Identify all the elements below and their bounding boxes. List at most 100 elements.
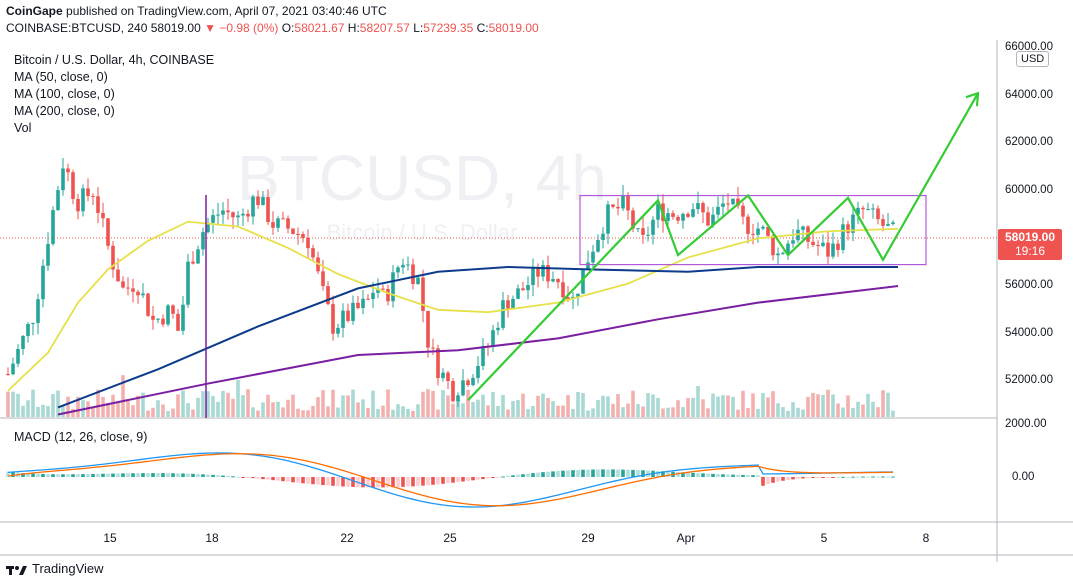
- time-tick-label: 8: [922, 531, 930, 545]
- volume-bar: [241, 395, 245, 417]
- candle-body: [36, 299, 40, 324]
- ma200-legend[interactable]: MA (200, close, 0): [14, 104, 115, 118]
- candle-body: [891, 222, 895, 225]
- candle-body: [881, 219, 885, 226]
- candle-body: [426, 310, 430, 348]
- volume-bar: [341, 395, 345, 417]
- symbol-watermark-sub: Bitcoin / U.S. Dollar: [327, 220, 518, 245]
- candle-body: [736, 198, 740, 206]
- candle-body: [376, 288, 380, 293]
- volume-bar: [746, 408, 750, 417]
- macd-bar: [336, 477, 340, 487]
- volume-bar: [781, 407, 785, 417]
- candle-body: [166, 305, 170, 325]
- currency-badge[interactable]: USD: [1016, 51, 1050, 67]
- volume-legend[interactable]: Vol: [14, 121, 32, 135]
- candle-body: [101, 212, 105, 219]
- volume-bar: [366, 407, 370, 417]
- candle-body: [841, 224, 845, 250]
- candle-body: [21, 335, 25, 349]
- volume-bar: [586, 410, 590, 417]
- ma50-legend[interactable]: MA (50, close, 0): [14, 70, 108, 84]
- macd-bar: [781, 477, 785, 481]
- volume-bar: [206, 391, 210, 417]
- arrowhead: [965, 91, 980, 107]
- macd-legend[interactable]: MACD (12, 26, close, 9): [14, 430, 148, 444]
- tradingview-logo[interactable]: TradingView: [6, 561, 104, 576]
- macd-bar: [601, 469, 605, 477]
- volume-bar: [66, 396, 70, 417]
- macd-bar: [406, 477, 410, 487]
- volume-bar: [171, 408, 175, 417]
- candle-body: [311, 248, 315, 258]
- volume-bar: [726, 395, 730, 417]
- volume-bar: [191, 409, 195, 417]
- macd-bar: [271, 477, 275, 481]
- volume-bar: [621, 407, 625, 417]
- macd-bar: [101, 473, 105, 477]
- volume-bar: [106, 403, 110, 417]
- volume-bar: [841, 407, 845, 417]
- macd-bar: [791, 477, 795, 480]
- volume-bar: [41, 404, 45, 417]
- macd-bar: [126, 473, 130, 477]
- time-tick-label: 22: [340, 531, 354, 545]
- macd-bar: [721, 474, 725, 477]
- candle-body: [176, 313, 180, 331]
- macd-bar: [31, 473, 35, 477]
- volume-bar: [156, 400, 160, 417]
- candle-body: [681, 213, 685, 221]
- macd-bar: [551, 471, 555, 477]
- candle-body: [586, 262, 590, 269]
- candle-body: [816, 244, 820, 247]
- volume-bar: [136, 395, 140, 417]
- macd-bar: [571, 470, 575, 477]
- candle-body: [536, 267, 540, 277]
- candle-body: [31, 323, 35, 325]
- macd-histogram: [6, 452, 895, 508]
- candle-body: [206, 222, 210, 233]
- macd-bar: [436, 477, 440, 485]
- open-value: 58021.67: [294, 21, 345, 35]
- candle-body: [251, 196, 255, 217]
- candle-body: [106, 218, 110, 246]
- macd-bar: [41, 473, 45, 477]
- macd-line: [7, 452, 894, 508]
- volume-bar: [376, 409, 380, 417]
- candle-body: [851, 214, 855, 233]
- candlesticks: [6, 157, 895, 408]
- macd-bar: [536, 472, 540, 477]
- macd-bar: [401, 477, 405, 487]
- candle-body: [86, 188, 90, 196]
- macd-bar: [131, 473, 135, 477]
- candle-body: [46, 243, 50, 266]
- macd-bar: [411, 477, 415, 487]
- volume-bar: [381, 405, 385, 417]
- candle-body: [741, 205, 745, 217]
- macd-bar: [521, 474, 525, 477]
- volume-bar: [801, 409, 805, 417]
- volume-bar: [361, 399, 365, 417]
- candle-body: [61, 168, 65, 191]
- macd-bar: [106, 473, 110, 477]
- ma100-legend[interactable]: MA (100, close, 0): [14, 87, 115, 101]
- macd-bar: [516, 474, 520, 477]
- candle-body: [26, 324, 30, 336]
- candle-body: [321, 271, 325, 287]
- volume-bar: [811, 392, 815, 417]
- volume-bar: [636, 404, 640, 417]
- volume-bar: [681, 407, 685, 417]
- volume-bar: [581, 392, 585, 417]
- macd-bar: [446, 477, 450, 484]
- macd-bar: [681, 472, 685, 477]
- macd-bar: [46, 474, 50, 477]
- macd-bar: [226, 475, 230, 477]
- volume-bar: [431, 390, 435, 417]
- candle-body: [146, 293, 150, 316]
- volume-bar: [771, 391, 775, 417]
- price-chart[interactable]: BTCUSD, 4h Bitcoin / U.S. Dollar: [0, 40, 1073, 587]
- candle-body: [236, 215, 240, 218]
- candle-body: [696, 203, 700, 210]
- macd-bar: [796, 477, 800, 479]
- macd-bar: [71, 474, 75, 477]
